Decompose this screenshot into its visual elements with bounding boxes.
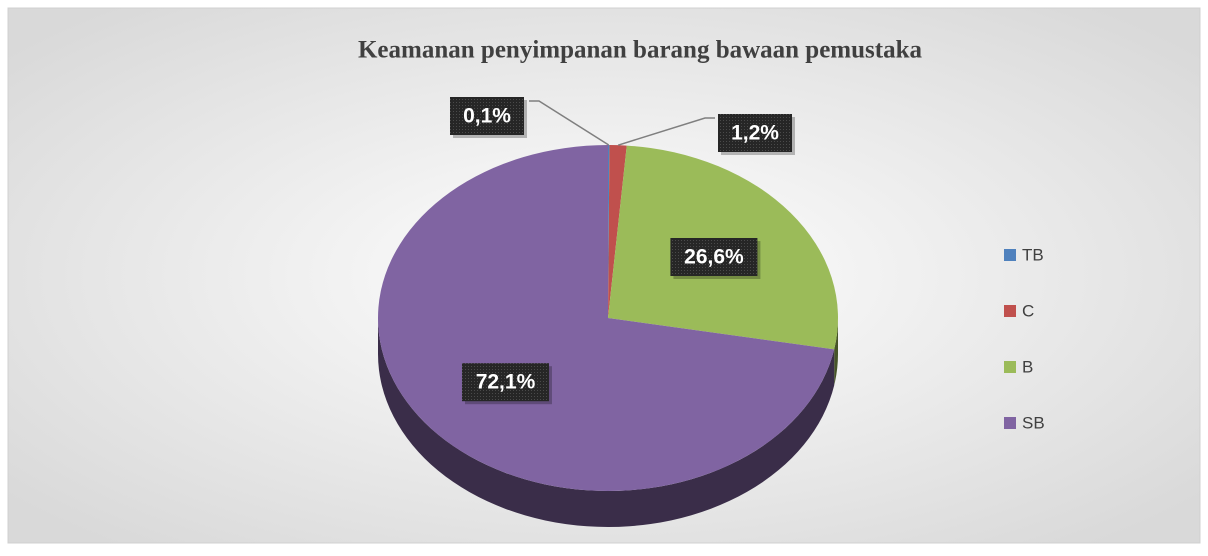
data-label: 26,6% [670, 238, 761, 280]
slice [608, 145, 627, 318]
data-label-box [461, 363, 549, 402]
legend-label: SB [1022, 413, 1045, 432]
data-label: 0,1% [450, 97, 527, 138]
data-label-box [670, 238, 758, 277]
slice-side [834, 318, 838, 386]
slice [608, 145, 610, 318]
legend-swatch [1004, 361, 1016, 373]
legend-swatch [1004, 249, 1016, 261]
data-label-text: 0,1% [463, 105, 511, 128]
data-label-text: 1,2% [731, 122, 779, 145]
data-label-text: 26,6% [684, 246, 744, 269]
data-label-box [450, 97, 524, 135]
data-label-text: 72,1% [476, 371, 536, 394]
data-label-box [718, 114, 792, 152]
data-label: 72,1% [461, 363, 552, 405]
slice [377, 145, 835, 491]
data-label: 1,2% [718, 114, 795, 155]
slice-side [378, 318, 835, 527]
legend-swatch [1004, 417, 1016, 429]
legend-swatch [1004, 305, 1016, 317]
legend-label: B [1022, 357, 1033, 376]
leader-line [617, 117, 715, 146]
chart-title: Keamanan penyimpanan barang bawaan pemus… [358, 37, 923, 64]
leader-line [529, 100, 610, 146]
legend-label: C [1022, 301, 1034, 320]
legend-label: TB [1022, 245, 1044, 264]
